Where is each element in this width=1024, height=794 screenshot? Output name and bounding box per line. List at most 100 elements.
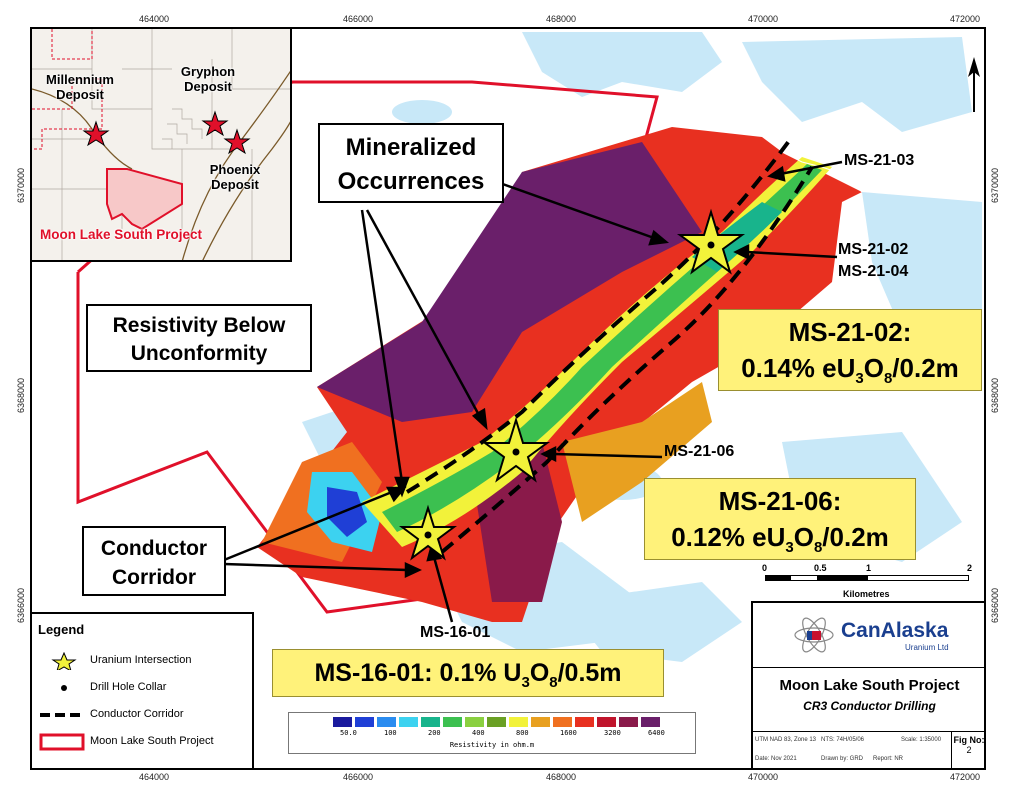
colorbar-swatch [465,717,484,727]
colorbar-swatches [333,717,663,727]
result-ms2102-o: O [863,353,884,383]
result-ms1601-sub3: 3 [521,674,530,691]
coord-bottom-470000: 470000 [748,772,779,782]
colorbar-label: 400 [472,729,485,737]
legend-boundary-icon [39,733,85,751]
coord-right-6366000: 6366000 [990,588,1000,624]
arrowhead-conductor-2 [404,562,422,578]
colorbar-swatch [641,717,660,727]
colorbar-label: 100 [384,729,397,737]
arrowhead-mineralized-2 [471,407,488,431]
scale-tick-2: 2 [967,563,973,573]
scale-tick-1: 1 [866,563,872,573]
result-ms2106-value-row: 0.12% eU3O8/0.2m [645,519,915,566]
arrowhead-ms2103 [767,165,786,182]
colorbar-swatch [575,717,594,727]
colorbar-swatch [531,717,550,727]
result-ms1601-o: O [529,659,550,687]
callout-mineralized-occurrences: Mineralized Occurrences [318,123,504,203]
tb-scale: Scale: 1:35000 [901,737,942,743]
inset-label-millennium: Millennium Deposit [46,72,114,102]
north-arrow-icon [968,57,980,112]
collar-ms1601 [424,531,432,539]
result-ms1601-lead: MS-16-01: 0.1% U [314,659,522,687]
legend-title: Legend [38,622,85,637]
colorbar-swatch [509,717,528,727]
coord-left-6370000: 6370000 [16,168,26,204]
result-ms2102-value: 0.14% eU [741,353,856,383]
colorbar-swatch [443,717,462,727]
result-ms2102-title: MS-21-02: [788,317,912,347]
legend-dot-icon [61,685,67,691]
title-block: CanAlaska Uranium Ltd Moon Lake South Pr… [751,601,984,768]
scalebar: 0 0.5 1 2 Kilometres [759,563,984,603]
colorbar-label: 6400 [648,729,665,737]
arrowhead-mineralized-3 [648,229,670,246]
scale-unit: Kilometres [843,589,890,599]
colorbar-swatch [377,717,396,727]
titleblock-divider-1 [753,667,984,668]
colorbar-swatch [597,717,616,727]
titleblock-project: Moon Lake South Project [779,677,960,694]
colorbar-swatch [333,717,352,727]
inset-label-phoenix: Phoenix Deposit [209,162,261,192]
result-ms2106-sub3: 3 [785,539,794,557]
coord-top-464000: 464000 [139,14,170,24]
lake-southwest [562,582,742,662]
coord-right-6368000: 6368000 [990,378,1000,414]
colorbar-swatch [487,717,506,727]
tb-drawn: Drawn by: GRD [821,756,864,762]
star-millennium-icon [82,120,110,147]
result-ms2106-value: 0.12% eU [671,522,786,552]
inset-label-project: Moon Lake South Project [40,227,203,242]
colorbar-swatch [619,717,638,727]
resistivity-colorbar: 50.0 100 200 400 800 1600 3200 6400 Resistivity… [288,712,696,754]
label-ms2104: MS-21-04 [838,263,909,280]
grid-orange-east [562,382,712,522]
colorbar-label: 50.0 [340,729,357,737]
colorbar-swatch [421,717,440,727]
coord-top-466000: 466000 [343,14,374,24]
result-ms2106-o: O [793,522,814,552]
arrowhead-conductor-1 [385,486,407,503]
colorbar-swatch [553,717,572,727]
star-phoenix-icon [223,128,251,155]
tb-fig-cell: Fig No: 2 [951,731,984,768]
colorbar-label: 1600 [560,729,577,737]
legend-label-uranium: Uranium Intersection [90,654,192,666]
callout-conductor-corridor: Conductor Corridor [82,526,226,596]
arrow-conductor-2 [223,562,408,572]
tb-utm: UTM NAD 83, Zone 13 [755,737,817,743]
label-ms2106: MS-21-06 [664,443,735,460]
company-sub: Uranium Ltd [905,643,949,652]
drill-collars [424,241,715,539]
scale-bar-graphic [765,575,969,581]
atom-logo-icon [794,617,834,653]
result-ms2102: MS-21-02: 0.14% eU3O8/0.2m [718,309,982,391]
coord-left-6366000: 6366000 [16,588,26,624]
colorbar-labels: 50.0 100 200 400 800 1600 3200 6400 [333,729,665,739]
company-name: CanAlaska [841,619,949,642]
grid-purple-nw [317,142,702,422]
tb-report: Report: NR [873,756,904,762]
arrow-ms2106 [553,452,663,459]
legend-label-conductor: Conductor Corridor [90,708,184,720]
arrowhead-mineralized-1 [394,476,410,498]
coord-bottom-466000: 466000 [343,772,374,782]
arrow-mineralized-2 [365,209,482,418]
arrowhead-ms2102 [733,243,750,261]
result-ms2102-sub8: 8 [883,370,893,388]
inset-project-outline [106,168,183,231]
tb-fig-no: 2 [966,745,972,755]
inset-claim-outlines [32,29,103,150]
conductor-line-north [405,135,794,494]
company-logo: CanAlaska Uranium Ltd [793,615,983,655]
scale-tick-05: 0.5 [814,563,827,573]
result-ms2106: MS-21-06: 0.12% eU3O8/0.2m [644,478,916,560]
conductor-corridor-lines [405,135,814,554]
arrow-conductor-1 [223,490,393,562]
coord-left-6368000: 6368000 [16,378,26,414]
coord-top-468000: 468000 [546,14,577,24]
label-ms1601: MS-16-01 [420,624,491,641]
arrow-mineralized-3 [496,180,655,240]
